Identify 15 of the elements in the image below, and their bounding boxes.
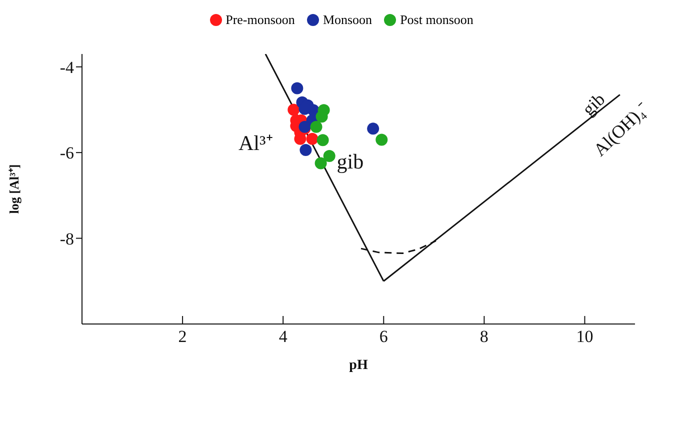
y-tick-label: -6 bbox=[60, 144, 74, 163]
x-tick-label: 2 bbox=[178, 327, 187, 346]
legend-label: Post monsoon bbox=[400, 12, 474, 28]
annotation: gib bbox=[336, 149, 364, 174]
annotation: Al³⁺ bbox=[238, 130, 273, 155]
legend-label: Monsoon bbox=[322, 12, 372, 28]
y-tick-label: -4 bbox=[60, 58, 74, 77]
x-axis-title: pH bbox=[349, 358, 368, 373]
y-tick-label: -8 bbox=[60, 229, 74, 248]
x-tick-label: 6 bbox=[379, 327, 388, 346]
x-tick-label: 8 bbox=[480, 327, 488, 346]
x-tick-label: 4 bbox=[278, 327, 288, 346]
x-tick-label: 10 bbox=[576, 327, 594, 346]
y-axis-title: log [Al³⁺] bbox=[6, 164, 22, 214]
legend-label: Pre-monsoon bbox=[226, 12, 295, 28]
